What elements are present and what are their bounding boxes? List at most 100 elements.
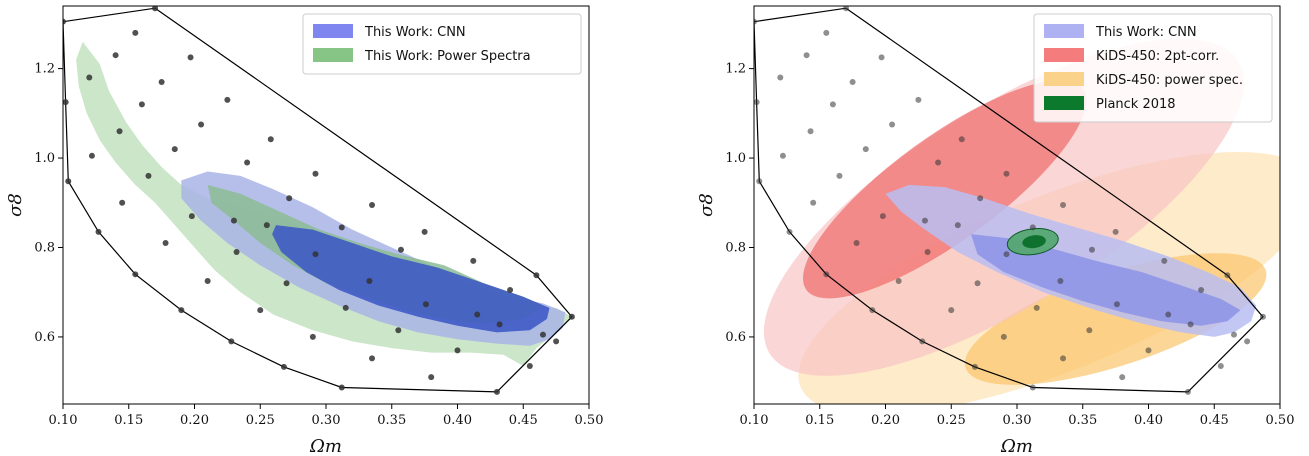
simulation-point — [312, 251, 319, 258]
simulation-point — [233, 248, 240, 255]
simulation-point — [977, 195, 984, 202]
simulation-point — [369, 355, 376, 362]
simulation-point — [971, 363, 978, 370]
legend: This Work: CNN KiDS-450: 2pt-corr. KiDS-45… — [1033, 13, 1273, 123]
simulation-point — [283, 280, 290, 287]
simulation-point — [915, 96, 922, 103]
legend-swatch — [1044, 48, 1084, 62]
simulation-point — [1033, 304, 1040, 311]
simulation-point — [823, 29, 830, 36]
simulation-point — [836, 172, 843, 179]
simulation-point — [263, 222, 270, 229]
simulation-point — [171, 146, 178, 153]
simulation-point — [1003, 251, 1010, 258]
simulation-point — [454, 347, 461, 354]
simulation-point — [1060, 355, 1067, 362]
simulation-point — [338, 384, 345, 391]
legend-swatch — [1044, 96, 1084, 110]
legend-swatch — [1044, 24, 1084, 38]
y-tick-label: 0.8 — [725, 240, 746, 255]
simulation-point — [754, 99, 760, 106]
legend-label: This Work: CNN — [364, 25, 466, 40]
simulation-point — [777, 74, 784, 81]
plot-area — [754, 6, 1280, 404]
simulation-point — [152, 6, 159, 12]
x-tick-label: 0.35 — [1068, 413, 1097, 428]
simulation-point — [366, 278, 373, 285]
simulation-point — [112, 52, 119, 59]
simulation-point — [187, 54, 194, 61]
simulation-point — [178, 307, 185, 314]
simulation-point — [312, 170, 319, 177]
simulation-point — [526, 362, 533, 369]
simulation-point — [470, 257, 477, 264]
simulation-point — [948, 307, 955, 314]
simulation-point — [869, 307, 876, 314]
simulation-point — [878, 54, 885, 61]
simulation-point — [95, 228, 102, 235]
simulation-point — [116, 128, 123, 135]
simulation-point — [889, 121, 896, 128]
simulation-point — [1113, 301, 1120, 308]
simulation-point — [1230, 331, 1237, 338]
simulation-point — [1198, 286, 1205, 293]
simulation-point — [921, 217, 928, 224]
simulation-point — [63, 18, 66, 25]
simulation-point — [1112, 228, 1119, 235]
y-axis-label: σ8 — [696, 193, 717, 217]
simulation-point — [779, 152, 786, 159]
right-panel: 0.10 0.15 0.20 0.25 0.30 0.35 0.40 0.45 0.50 0.6 0… — [696, 5, 1294, 456]
simulation-point — [829, 101, 836, 108]
x-axis-label: Ωm — [309, 436, 342, 456]
simulation-point — [924, 248, 931, 255]
legend-box — [302, 13, 582, 75]
simulation-point — [132, 29, 139, 36]
simulation-point — [786, 228, 793, 235]
simulation-point — [493, 388, 500, 395]
simulation-point — [63, 99, 69, 106]
y-tick-label: 0.6 — [725, 330, 746, 345]
simulation-point — [230, 217, 237, 224]
simulation-point — [188, 213, 195, 220]
legend-swatch — [313, 48, 353, 62]
x-tick-label: 0.30 — [312, 413, 341, 428]
simulation-point — [1088, 246, 1095, 253]
simulation-point — [138, 101, 145, 108]
simulation-point — [843, 6, 850, 12]
simulation-point — [119, 199, 126, 206]
simulation-point — [1060, 202, 1067, 208]
simulation-point — [224, 96, 231, 103]
simulation-point — [421, 228, 428, 235]
plot-area — [63, 6, 575, 395]
simulation-point — [145, 172, 152, 179]
y-tick-label: 1.2 — [725, 62, 746, 77]
simulation-point — [533, 272, 540, 279]
simulation-point — [309, 333, 316, 340]
simulation-point — [935, 159, 942, 166]
x-tick-label: 0.30 — [1003, 413, 1032, 428]
x-tick-label: 0.50 — [575, 413, 604, 428]
x-tick-label: 0.45 — [509, 413, 538, 428]
simulation-point — [204, 278, 211, 285]
y-tick-label: 1.0 — [34, 151, 55, 166]
y-axis-label: σ8 — [5, 193, 26, 217]
simulation-point — [756, 178, 763, 185]
simulation-point — [1086, 327, 1093, 334]
this-work-cnn-inner-contour — [971, 234, 1241, 326]
simulation-point — [974, 280, 981, 287]
simulation-point — [853, 240, 860, 247]
simulation-point — [1187, 321, 1194, 328]
simulation-point — [754, 18, 757, 25]
simulation-point — [539, 331, 546, 338]
legend-label: KiDS-450: power spec. — [1096, 73, 1243, 88]
simulation-point — [507, 286, 514, 293]
simulation-point — [1259, 313, 1266, 320]
simulation-point — [954, 222, 961, 229]
simulation-point — [823, 271, 830, 278]
simulation-point — [849, 79, 856, 86]
simulation-point — [257, 307, 264, 314]
simulation-point — [280, 363, 287, 370]
x-tick-label: 0.40 — [443, 413, 472, 428]
simulation-point — [286, 195, 293, 202]
